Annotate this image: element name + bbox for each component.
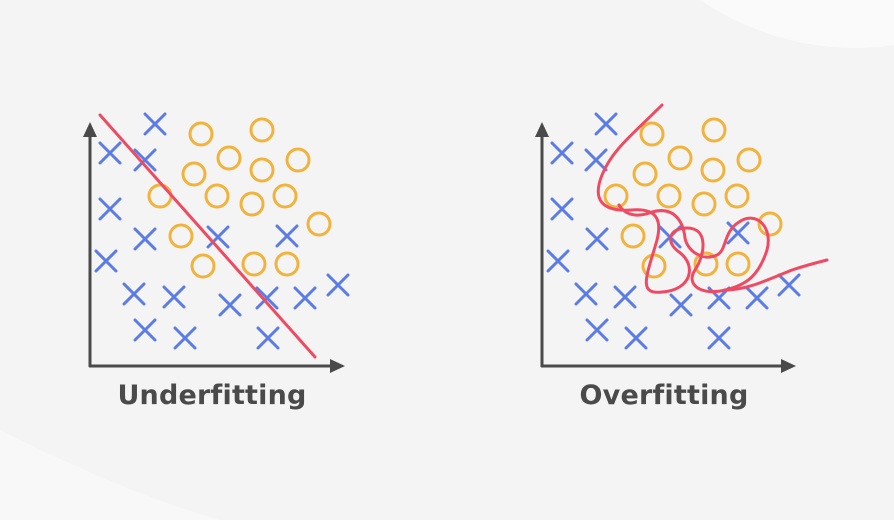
cross-icon (94, 249, 118, 273)
circle-icon (168, 223, 194, 249)
circle-icon (190, 253, 216, 279)
circle-icon (656, 183, 682, 209)
circle-icon (188, 121, 214, 147)
cross-icon (777, 273, 801, 297)
cross-icon (585, 318, 609, 342)
cross-icon (133, 227, 157, 251)
cross-icon (594, 112, 618, 136)
y-axis-arrow (83, 122, 97, 137)
circle-icon (239, 191, 265, 217)
circle-icon (701, 117, 727, 143)
underfitting-caption: Underfitting (117, 380, 307, 411)
cross-icon (256, 326, 280, 350)
cross-icon (206, 225, 230, 249)
axes (535, 122, 796, 373)
circle-icon (272, 183, 298, 209)
circle-icon (285, 147, 311, 173)
decision-boundary-line (98, 113, 317, 359)
circle-icon (691, 191, 717, 217)
cross-icon (550, 141, 574, 165)
cross-icon (173, 326, 197, 350)
overfitting-caption: Overfitting (579, 380, 749, 411)
circle-icon (216, 145, 242, 171)
circle-icon (181, 161, 207, 187)
cross-icon (98, 197, 122, 221)
cross-icon (550, 197, 574, 221)
circle-icon (241, 251, 267, 277)
axes (83, 122, 345, 373)
circle-icon (700, 157, 726, 183)
circle-icon (667, 145, 693, 171)
cross-icon (745, 286, 769, 310)
circle-icon (306, 211, 332, 237)
cross-icon (574, 282, 598, 306)
circle-icon (725, 251, 751, 277)
class-b-points (603, 117, 783, 279)
decision-boundary-tail (723, 258, 829, 292)
circle-icon (632, 161, 658, 187)
circle-icon (736, 147, 762, 173)
circle-icon (639, 121, 665, 147)
x-axis-arrow (781, 359, 796, 373)
circle-icon (249, 157, 275, 183)
cross-icon (624, 326, 648, 350)
cross-icon (162, 285, 186, 309)
cross-icon (98, 141, 122, 165)
cross-icon (143, 112, 167, 136)
cross-icon (726, 221, 750, 245)
x-axis-arrow (330, 359, 345, 373)
cross-icon (133, 318, 157, 342)
circle-icon (693, 251, 719, 277)
circle-icon (603, 183, 629, 209)
circle-icon (724, 183, 750, 209)
cross-icon (218, 293, 242, 317)
circle-icon (204, 183, 230, 209)
cross-icon (326, 273, 350, 297)
class-b-points (147, 117, 332, 279)
overfitting-panel (447, 0, 894, 420)
circle-icon (757, 211, 783, 237)
circle-icon (274, 251, 300, 277)
overfitting-plot (535, 103, 829, 373)
y-axis-arrow (535, 122, 549, 137)
circle-icon (620, 223, 646, 249)
cross-icon (707, 326, 731, 350)
circle-icon (147, 183, 173, 209)
cross-icon (669, 293, 693, 317)
underfitting-plot (83, 112, 350, 373)
cross-icon (275, 224, 299, 248)
cross-icon (584, 148, 608, 172)
cross-icon (585, 227, 609, 251)
underfitting-panel (0, 0, 447, 420)
circle-icon (249, 117, 275, 143)
decision-boundary-curve (596, 103, 770, 294)
cross-icon (122, 282, 146, 306)
cross-icon (293, 286, 317, 310)
cross-icon (613, 285, 637, 309)
cross-icon (546, 249, 570, 273)
